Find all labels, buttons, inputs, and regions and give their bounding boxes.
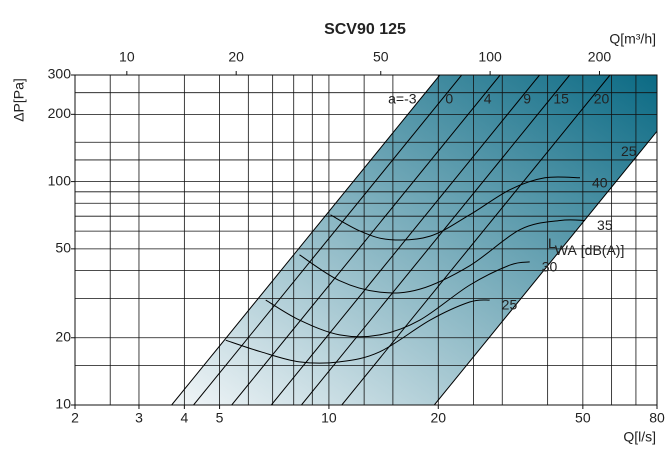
damper-label: 9 bbox=[523, 91, 531, 107]
damper-label: a=-3 bbox=[388, 91, 417, 107]
x-tick-label: 50 bbox=[575, 410, 591, 426]
annotation-main: L bbox=[548, 235, 556, 251]
y-tick-label: 10 bbox=[55, 396, 71, 412]
x2-axis-label: Q[m³/h] bbox=[609, 31, 656, 47]
x2-tick-label: 50 bbox=[373, 49, 389, 65]
x-axis-label: Q[l/s] bbox=[623, 429, 656, 445]
x2-tick-label: 100 bbox=[478, 49, 502, 65]
x-tick-label: 5 bbox=[216, 410, 224, 426]
y-tick-label: 100 bbox=[48, 172, 72, 188]
sound-line bbox=[330, 176, 580, 241]
plot-frame bbox=[74, 74, 658, 406]
sound-line bbox=[299, 219, 586, 294]
x-tick-label: 4 bbox=[180, 410, 188, 426]
x2-tick-label: 200 bbox=[588, 49, 612, 65]
damper-label: 20 bbox=[594, 91, 610, 107]
damper-label: 0 bbox=[445, 91, 453, 107]
y-tick-label: 200 bbox=[48, 105, 72, 121]
chart-title: SCV90 125 bbox=[324, 21, 406, 38]
annotation-unit: [dB(A)] bbox=[581, 242, 625, 258]
damper-line bbox=[433, 130, 657, 405]
y-axis-label: ΔP[Pa] bbox=[11, 78, 27, 122]
x2-tick-label: 10 bbox=[119, 49, 135, 65]
x2-tick-label: 20 bbox=[228, 49, 244, 65]
plot-area bbox=[75, 75, 657, 405]
damper-label: 15 bbox=[553, 91, 569, 107]
x-tick-label: 2 bbox=[71, 410, 79, 426]
sound-label: 25 bbox=[502, 297, 518, 313]
y-tick-label: 50 bbox=[55, 240, 71, 256]
x-tick-label: 80 bbox=[649, 410, 665, 426]
y-tick-label: 300 bbox=[48, 66, 72, 82]
damper-label: 4 bbox=[484, 91, 492, 107]
operating-band bbox=[171, 75, 657, 405]
sound-label: 40 bbox=[592, 174, 608, 190]
damper-label: 25 bbox=[621, 143, 637, 159]
damper-line bbox=[193, 75, 463, 405]
x-tick-label: 20 bbox=[430, 410, 446, 426]
damper-line bbox=[171, 75, 441, 405]
x-tick-label: 3 bbox=[135, 410, 143, 426]
sound-line bbox=[265, 261, 530, 338]
annotation-subscript: WA bbox=[555, 242, 578, 258]
sound-label: 35 bbox=[597, 217, 613, 233]
sound-line bbox=[225, 299, 490, 364]
damper-line bbox=[301, 75, 571, 405]
sound-label: 30 bbox=[542, 259, 558, 275]
x-tick-label: 10 bbox=[321, 410, 337, 426]
damper-line bbox=[341, 75, 611, 405]
damper-line bbox=[231, 75, 501, 405]
y-tick-label: 20 bbox=[55, 328, 71, 344]
annotation: LWA [dB(A)] bbox=[548, 235, 624, 258]
